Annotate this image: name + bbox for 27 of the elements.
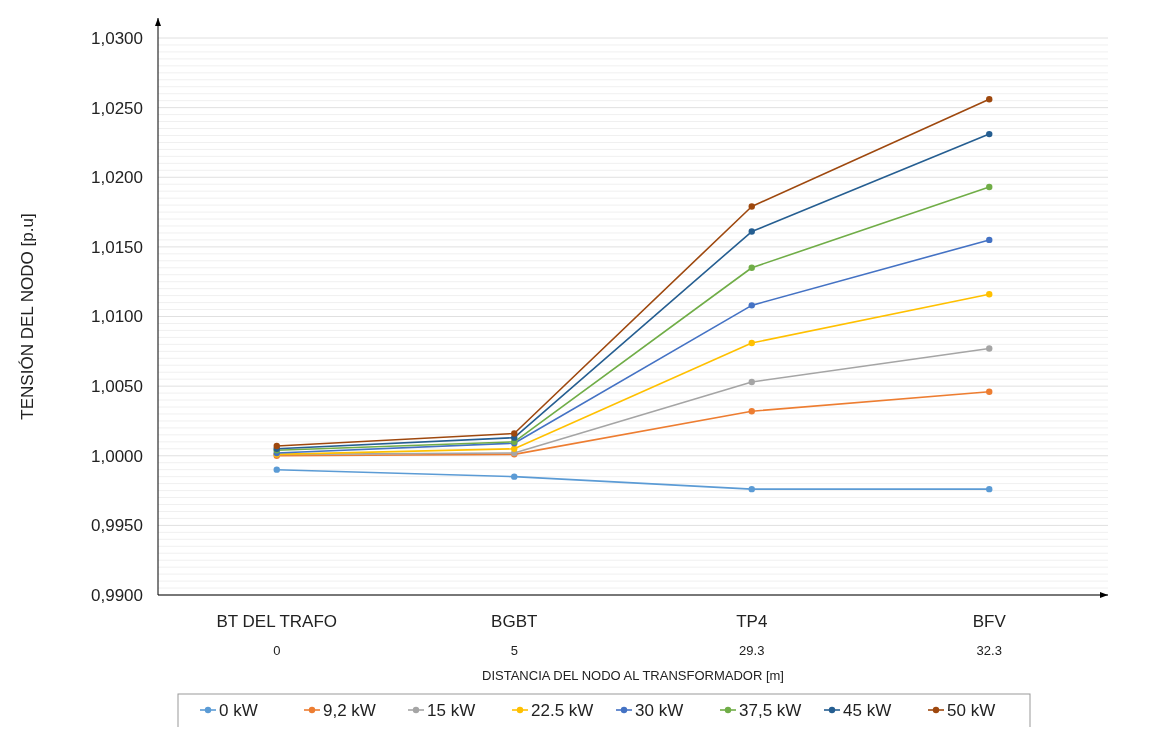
legend-label: 0 kW — [219, 700, 258, 720]
text: 5 — [510, 643, 518, 658]
legend-label: 37,5 kW — [739, 700, 802, 720]
y-tick-label: 0,9950 — [91, 516, 143, 536]
x-tick-label: BFV — [972, 612, 1007, 631]
legend-label: 50 kW — [947, 700, 996, 720]
y-tick-label: 0,9900 — [91, 585, 143, 605]
y-tick-label: 1,0050 — [91, 377, 143, 397]
x-tick-label: BGBT — [491, 612, 538, 631]
legend-label: 30 kW — [635, 700, 684, 720]
x-tick-label: BT DEL TRAFO — [216, 612, 338, 631]
text: 0 — [273, 643, 281, 658]
text: 32.3 — [976, 643, 1002, 658]
x-tick-label: TP4 — [736, 612, 768, 631]
y-tick-label: 1,0250 — [91, 98, 143, 118]
legend-label: 15 kW — [427, 700, 476, 720]
x-axis-title: DISTANCIA DEL NODO AL TRANSFORMADOR [m] — [482, 668, 784, 683]
y-tick-label: 1,0100 — [91, 307, 143, 327]
y-tick-label: 1,0200 — [91, 168, 143, 188]
legend-label: 22.5 kW — [531, 700, 594, 720]
y-tick-label: 1,0300 — [91, 28, 143, 48]
text: 29.3 — [739, 643, 765, 658]
y-tick-label: 1,0000 — [91, 446, 143, 466]
y-tick-label: 1,0150 — [91, 237, 143, 257]
y-axis-title: TENSIÓN DEL NODO [p.u] — [18, 213, 37, 420]
legend-label: 9,2 kW — [323, 700, 376, 720]
legend-label: 45 kW — [843, 700, 892, 720]
